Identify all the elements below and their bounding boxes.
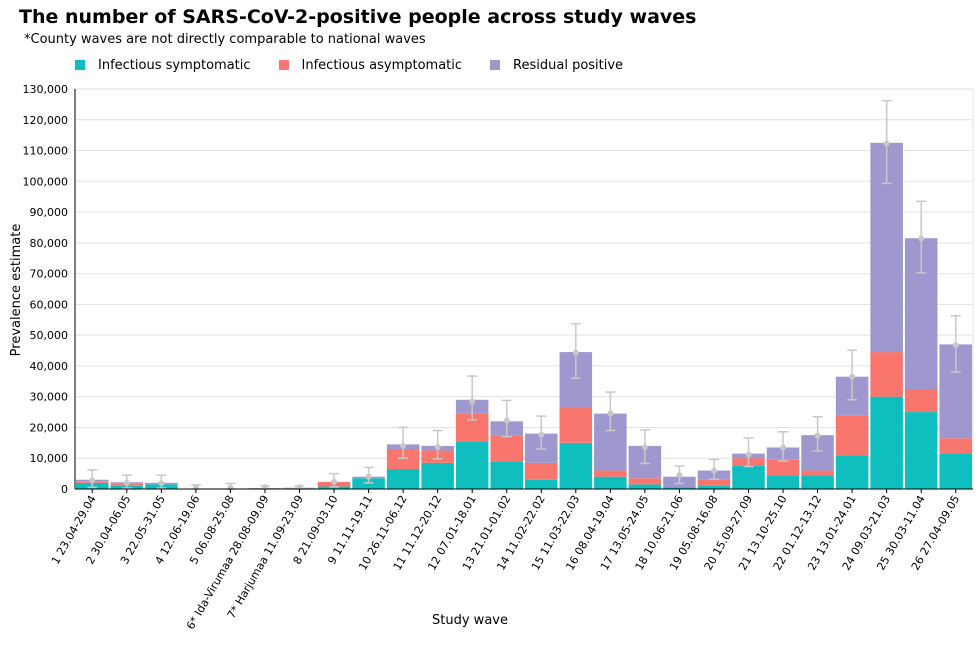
y-tick-label: 130,000: [23, 83, 69, 96]
bar-segment-infectious-symptomatic[interactable]: [939, 453, 972, 489]
estimate-point[interactable]: [538, 431, 545, 438]
y-tick-label: 0: [61, 483, 68, 496]
estimate-point[interactable]: [503, 417, 510, 424]
bar-segment-infectious-asymptomatic[interactable]: [939, 438, 972, 454]
estimate-point[interactable]: [158, 480, 165, 487]
y-tick-label: 80,000: [30, 237, 69, 250]
bar-segment-infectious-symptomatic[interactable]: [766, 475, 800, 489]
chart-subtitle: *County waves are not directly comparabl…: [24, 32, 426, 47]
bar-segment-infectious-asymptomatic[interactable]: [904, 389, 938, 413]
x-axis-title: Study wave: [432, 613, 508, 628]
bar-segment-infectious-symptomatic[interactable]: [559, 442, 593, 489]
bar-segment-infectious-asymptomatic[interactable]: [559, 407, 593, 443]
legend-swatch-residual-positive: [490, 60, 501, 70]
y-tick-label: 30,000: [30, 391, 69, 404]
bar-segment-infectious-symptomatic[interactable]: [835, 455, 869, 489]
bar-segment-infectious-symptomatic[interactable]: [455, 441, 489, 489]
y-axis-title: Prevalence estimate: [9, 224, 24, 357]
chart-title: The number of SARS-CoV-2-positive people…: [19, 6, 697, 28]
legend-swatch-infectious-asymptomatic: [278, 60, 289, 70]
legend-item-infectious-symptomatic[interactable]: Infectious symptomatic: [75, 58, 251, 73]
estimate-point[interactable]: [572, 349, 579, 356]
estimate-point[interactable]: [434, 444, 441, 451]
bar-segment-infectious-symptomatic[interactable]: [870, 396, 903, 489]
bar-segment-infectious-asymptomatic[interactable]: [490, 435, 523, 462]
estimate-point[interactable]: [365, 473, 372, 480]
bar-segment-infectious-symptomatic[interactable]: [525, 479, 558, 489]
y-tick-label: 100,000: [23, 175, 69, 188]
bar-segment-infectious-asymptomatic[interactable]: [594, 470, 627, 477]
estimate-point[interactable]: [710, 467, 717, 474]
estimate-point[interactable]: [331, 478, 338, 485]
legend-swatch-infectious-symptomatic: [75, 60, 85, 70]
legend-label-infectious-asymptomatic: Infectious asymptomatic: [301, 57, 463, 73]
legend-item-residual-positive[interactable]: Residual positive: [490, 58, 623, 73]
y-tick-label: 120,000: [23, 114, 69, 127]
bar-segment-infectious-symptomatic[interactable]: [904, 412, 938, 489]
estimate-point[interactable]: [607, 410, 614, 417]
estimate-point[interactable]: [952, 342, 959, 349]
estimate-point[interactable]: [883, 140, 890, 147]
bar-segment-infectious-asymptomatic[interactable]: [386, 449, 420, 469]
estimate-point[interactable]: [849, 373, 856, 380]
bar-segment-infectious-asymptomatic[interactable]: [766, 459, 800, 476]
estimate-point[interactable]: [780, 444, 787, 451]
y-tick-label: 20,000: [30, 421, 69, 434]
y-tick-label: 40,000: [30, 360, 69, 373]
y-tick-label: 110,000: [23, 145, 69, 158]
bar-segment-infectious-asymptomatic[interactable]: [525, 462, 558, 480]
y-tick-label: 90,000: [30, 206, 69, 219]
bar-segment-infectious-symptomatic[interactable]: [732, 465, 765, 489]
bar-segment-infectious-asymptomatic[interactable]: [835, 415, 869, 456]
legend-label-residual-positive: Residual positive: [513, 57, 624, 73]
bar-segment-infectious-symptomatic[interactable]: [421, 462, 454, 489]
y-tick-label: 50,000: [30, 329, 69, 342]
y-tick-label: 60,000: [30, 298, 69, 311]
estimate-point[interactable]: [745, 451, 752, 458]
estimate-point[interactable]: [400, 442, 407, 449]
estimate-point[interactable]: [469, 398, 476, 405]
bar-segment-infectious-symptomatic[interactable]: [490, 461, 523, 489]
bar-segment-infectious-symptomatic[interactable]: [352, 478, 385, 489]
bar-segment-infectious-asymptomatic[interactable]: [697, 479, 731, 486]
legend-label-infectious-symptomatic: Infectious symptomatic: [98, 57, 251, 73]
axis-layer: 0 10,000 20,000 30,000 40,000 50,000 60,000 70,…: [23, 83, 973, 632]
bar-segment-infectious-symptomatic[interactable]: [628, 484, 662, 489]
bar-segment-infectious-asymptomatic[interactable]: [628, 478, 662, 485]
legend: Infectious symptomatic Infectious asympt…: [75, 56, 651, 74]
bar-segment-infectious-symptomatic[interactable]: [386, 469, 420, 489]
bar-segment-infectious-symptomatic[interactable]: [801, 475, 834, 489]
y-tick-label: 70,000: [30, 268, 69, 281]
bar-segment-infectious-symptomatic[interactable]: [663, 487, 696, 489]
bar-segment-infectious-symptomatic[interactable]: [317, 486, 351, 489]
bar-segment-infectious-asymptomatic[interactable]: [801, 470, 834, 476]
estimate-point[interactable]: [676, 472, 683, 479]
bar-segment-infectious-asymptomatic[interactable]: [870, 352, 903, 397]
error-bar-layer: [87, 99, 961, 491]
estimate-point[interactable]: [641, 444, 648, 451]
estimate-point[interactable]: [123, 479, 130, 486]
bar-segment-infectious-symptomatic[interactable]: [697, 485, 731, 489]
y-tick-label: 10,000: [30, 452, 69, 465]
estimate-point[interactable]: [814, 432, 821, 439]
estimate-point[interactable]: [89, 477, 96, 484]
estimate-point[interactable]: [918, 235, 925, 242]
bar-layer: [76, 142, 972, 489]
legend-item-infectious-asymptomatic[interactable]: Infectious asymptomatic: [278, 57, 463, 73]
bar-segment-infectious-symptomatic[interactable]: [594, 476, 627, 489]
